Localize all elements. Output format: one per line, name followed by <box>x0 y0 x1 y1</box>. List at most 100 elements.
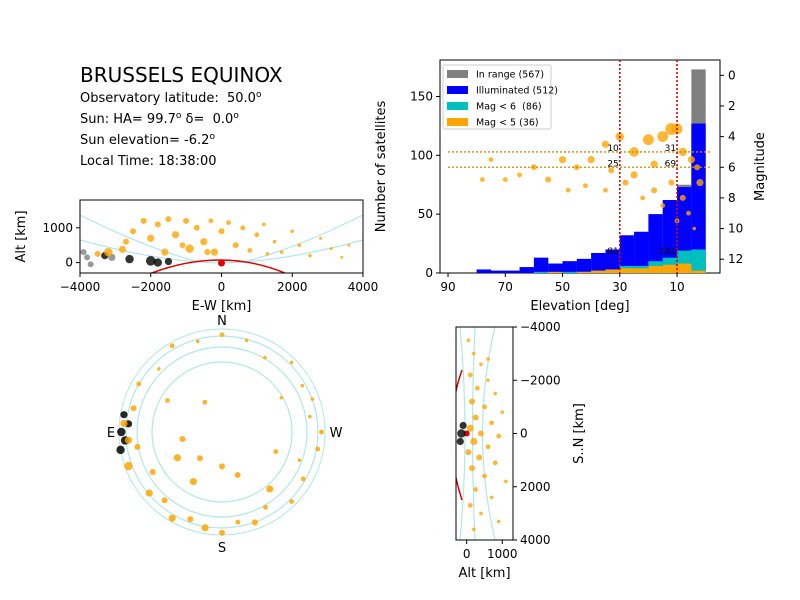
sky-point <box>187 516 194 523</box>
satellite-point <box>469 398 476 405</box>
sky-point <box>169 343 175 349</box>
sky-point <box>315 446 321 452</box>
satellite-point <box>489 495 494 500</box>
histogram-bar <box>662 200 678 273</box>
x-tick-label: 1000 <box>487 547 518 561</box>
y-tick-label: 2000 <box>520 480 551 494</box>
histogram-bar <box>591 270 606 273</box>
sky-point <box>130 405 137 412</box>
x-tick-label: 30 <box>612 280 627 294</box>
satellite-point <box>678 147 687 157</box>
info-line: Local Time: 18:38:00 <box>80 154 217 169</box>
sky-point <box>202 399 208 405</box>
satellite-point <box>208 218 214 224</box>
y-tick-label: −2000 <box>520 373 561 387</box>
sky-point <box>297 458 302 462</box>
satellite-point <box>470 437 478 446</box>
satellite-point <box>171 231 180 239</box>
superscript: o <box>233 111 239 121</box>
sky-point <box>189 477 197 486</box>
sky-point <box>179 435 186 442</box>
sky-point <box>124 461 133 471</box>
sky-point <box>279 395 284 400</box>
satellite-point <box>545 176 552 183</box>
satellite-point <box>488 157 494 163</box>
legend-label: Mag < 5 (36) <box>476 118 539 129</box>
satellite-point <box>161 248 169 256</box>
satellite-point <box>262 222 266 227</box>
y-axis-label: S..N [km] <box>572 403 587 464</box>
histogram-bar <box>648 214 663 273</box>
y-tick-label: 0 <box>520 427 528 441</box>
sky-point <box>263 355 267 360</box>
sky-point <box>201 524 209 532</box>
satellite-point <box>603 187 608 193</box>
y2-tick-label: 4 <box>728 130 736 144</box>
histogram-bar <box>619 268 635 273</box>
satellite-point <box>165 216 172 223</box>
satellite-point <box>140 217 147 224</box>
satellite-point <box>87 261 94 268</box>
satellite-point <box>185 244 194 253</box>
y2-tick-label: 6 <box>728 160 736 174</box>
histogram-bar <box>505 270 520 273</box>
sky-point <box>310 397 315 401</box>
y-tick-label: 150 <box>410 89 433 103</box>
sky-point <box>219 463 225 470</box>
y-tick-label: 1000 <box>42 221 73 235</box>
text-span: Sun: HA= 99.7 <box>80 112 176 127</box>
histogram-bar <box>634 231 649 273</box>
y2-tick-label: 12 <box>728 252 743 266</box>
y2-tick-label: 0 <box>728 68 736 82</box>
satellite-point <box>692 226 697 231</box>
satellite-point <box>204 249 211 256</box>
satellite-point <box>472 527 476 532</box>
satellite-point <box>583 183 588 189</box>
x-tick-label: 0 <box>218 280 226 294</box>
satellite-point <box>104 247 113 257</box>
satellite-point <box>473 487 478 492</box>
satellite-point <box>479 511 483 516</box>
satellite-point <box>472 351 476 356</box>
histogram-bar <box>548 271 563 273</box>
sky-point <box>157 367 161 371</box>
text-span: Observatory latitude: 50.0 <box>80 91 256 106</box>
satellite-point <box>247 248 253 253</box>
satellite-point <box>125 254 134 264</box>
x-tick-label: 90 <box>440 280 455 294</box>
satellite-point <box>587 156 595 164</box>
histogram-bar <box>576 271 592 273</box>
sky-point <box>168 514 176 522</box>
superscript: o <box>176 111 182 121</box>
y-tick-label: 0 <box>425 266 433 280</box>
histogram-bar <box>677 263 692 273</box>
satellite-point <box>486 357 490 361</box>
sky-point <box>289 499 294 504</box>
info-line: Sun: HA= 99.7o δ= 0.0o <box>80 111 239 127</box>
sky-point <box>263 504 268 510</box>
satellite-point <box>643 134 654 146</box>
sky-point <box>134 443 141 450</box>
sky-point <box>136 381 142 387</box>
y2-tick-label: 2 <box>728 99 736 113</box>
satellite-point <box>290 229 295 234</box>
text-span: Local Time: 18:38:00 <box>80 154 217 169</box>
title: BRUSSELS EQUINOX <box>80 63 283 87</box>
legend-label: In range (567) <box>476 70 544 81</box>
satellite-point <box>558 156 567 164</box>
sky-point <box>266 485 274 493</box>
x-tick-label: 50 <box>555 280 570 294</box>
satellite-point <box>183 217 190 224</box>
satellite-point <box>608 167 615 174</box>
y-tick-label: 4000 <box>520 533 551 547</box>
satellite-point <box>467 372 473 378</box>
y-tick-label: −4000 <box>520 320 561 334</box>
sky-point <box>251 519 258 526</box>
satellite-point <box>482 473 487 479</box>
histogram-bar <box>476 269 491 273</box>
sky-guides <box>118 328 326 536</box>
superscript: o <box>209 132 215 142</box>
legend-box <box>442 64 552 130</box>
x-tick-label: 70 <box>498 280 513 294</box>
